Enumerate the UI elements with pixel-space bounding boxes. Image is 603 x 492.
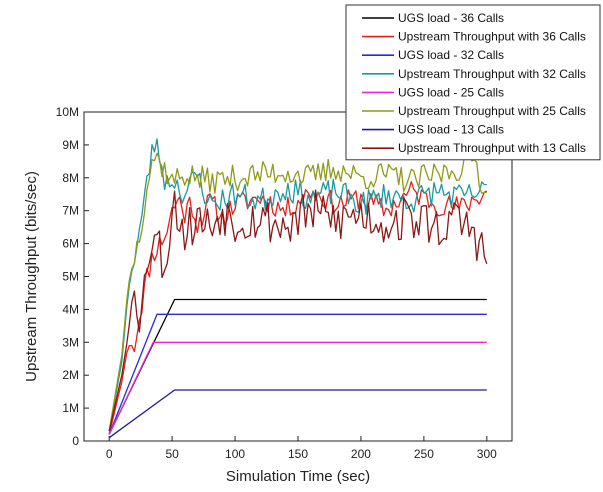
y-tick-label: 8M <box>62 171 79 185</box>
y-tick-label: 5M <box>62 270 79 284</box>
series-line-7 <box>108 389 487 439</box>
legend-label: UGS load - 13 Calls <box>398 123 504 137</box>
y-axis-title: Upstream Throughput (bits/sec) <box>23 171 40 382</box>
x-tick-label: 300 <box>477 447 497 461</box>
plot-lines <box>108 138 488 439</box>
plot-frame <box>83 111 513 442</box>
y-tick-label: 0 <box>72 434 79 448</box>
series-line-6 <box>108 148 487 432</box>
legend-label: UGS load - 32 Calls <box>398 48 504 62</box>
y-tick-label: 4M <box>62 302 79 316</box>
x-tick-label: 0 <box>106 447 113 461</box>
y-tick-label: 9M <box>62 138 79 152</box>
y-tick-label: 7M <box>62 204 79 218</box>
y-tick-label: 2M <box>62 368 79 382</box>
y-tick-label: 10M <box>56 105 79 119</box>
y-tick-label: 3M <box>62 335 79 349</box>
x-tick-label: 200 <box>351 447 371 461</box>
series-line-1 <box>108 298 487 435</box>
x-tick-label: 250 <box>414 447 434 461</box>
legend-label: UGS load - 36 Calls <box>398 11 504 25</box>
series-line-3 <box>108 313 487 435</box>
legend-box <box>345 4 601 161</box>
y-tick-label: 6M <box>62 237 79 251</box>
legend: UGS load - 36 Calls Upstream Throughput w… <box>345 4 601 161</box>
x-tick-label: 100 <box>225 447 245 461</box>
y-tick-label: 1M <box>62 401 79 415</box>
series-line-8 <box>108 189 488 432</box>
x-tick-label: 50 <box>165 447 179 461</box>
legend-label: Upstream Throughput with 32 Calls <box>398 67 586 81</box>
x-tick-label: 150 <box>288 447 308 461</box>
x-axis-title: Simulation Time (sec) <box>226 468 370 485</box>
legend-label: Upstream Throughput with 25 Calls <box>398 104 586 118</box>
legend-label: Upstream Throughput with 36 Calls <box>398 30 586 44</box>
y-axis-ticks: 0 1M 2M 3M 4M 5M 6M 7M 8M 9M 10M <box>56 105 89 448</box>
x-axis-ticks: 0 50 100 150 200 250 300 <box>106 436 497 461</box>
series-line-4 <box>108 138 487 432</box>
legend-label: UGS load - 25 Calls <box>398 85 504 99</box>
legend-label: Upstream Throughput with 13 Calls <box>398 141 586 155</box>
series-line-5 <box>108 341 487 435</box>
